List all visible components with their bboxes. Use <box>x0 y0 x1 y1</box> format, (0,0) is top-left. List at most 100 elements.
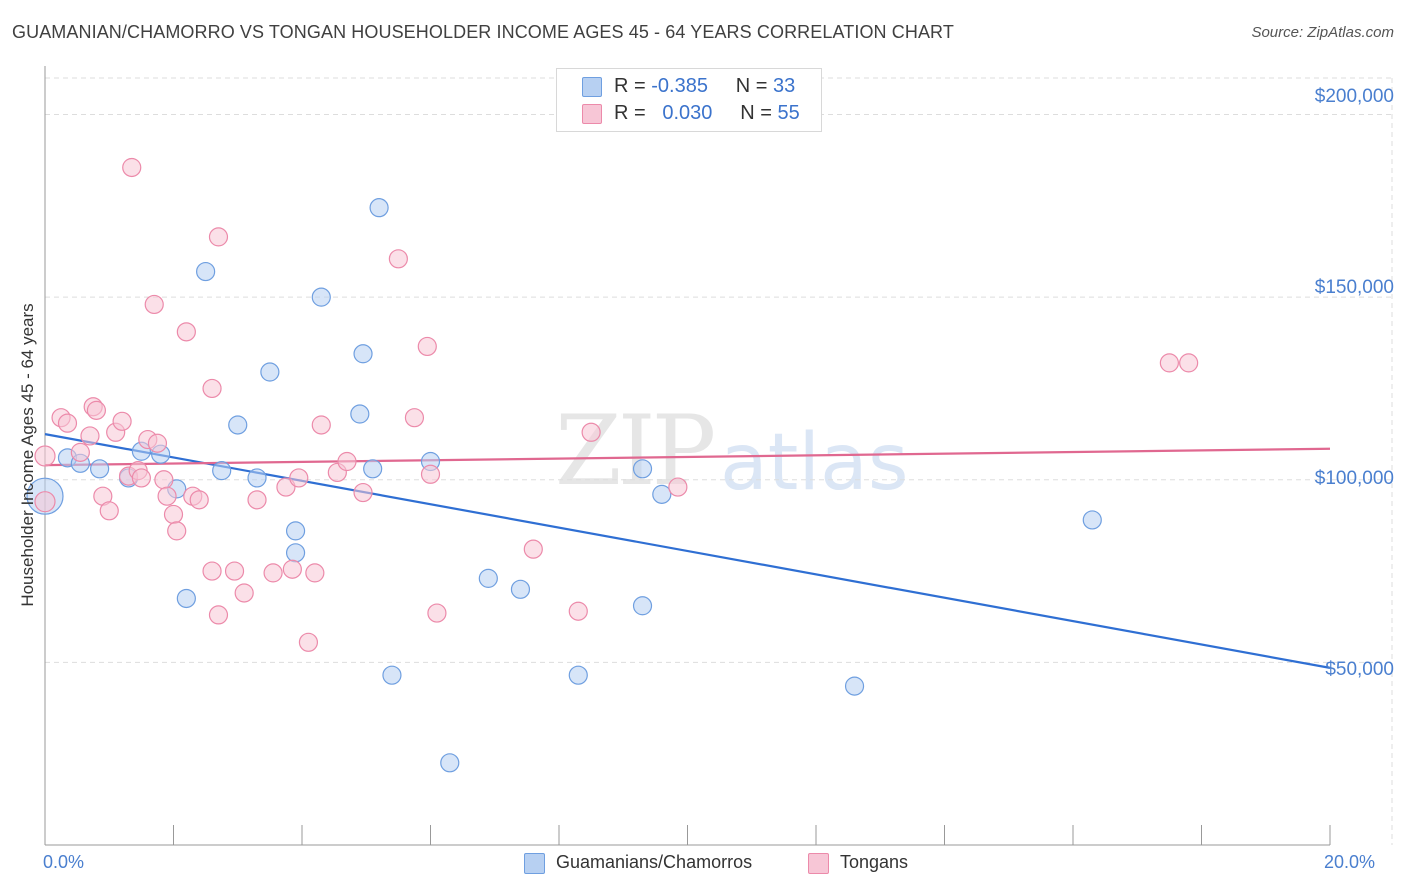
data-point <box>167 521 187 541</box>
data-point <box>311 415 331 435</box>
data-point <box>80 426 100 446</box>
legend-label: Guamanians/Chamorros <box>556 852 753 872</box>
pink-swatch-icon <box>582 104 602 124</box>
data-point <box>228 415 248 435</box>
n-value: 33 <box>773 75 796 97</box>
data-point <box>305 563 325 583</box>
data-point <box>285 521 306 541</box>
data-point <box>34 445 56 467</box>
data-point <box>208 605 229 625</box>
data-point <box>417 336 437 357</box>
data-point <box>99 501 119 521</box>
watermark-atlas: atlas <box>720 418 909 508</box>
data-points <box>26 157 1199 773</box>
chart-title: GUAMANIAN/CHAMORRO VS TONGAN HOUSEHOLDER… <box>12 22 954 42</box>
data-point <box>353 482 373 503</box>
x-tick-label: 20.0% <box>1324 852 1376 872</box>
r-label: R = <box>614 102 646 124</box>
data-point <box>212 461 232 481</box>
trend-lines <box>44 433 1331 669</box>
data-point <box>86 400 107 420</box>
data-point <box>382 665 402 685</box>
data-point <box>568 665 588 685</box>
data-point <box>353 344 373 364</box>
data-point <box>196 261 216 282</box>
n-label: N = <box>740 102 772 124</box>
blue-swatch-icon <box>582 77 602 97</box>
data-point <box>844 676 865 696</box>
data-point <box>163 504 184 525</box>
data-point <box>350 404 370 424</box>
blue-swatch-icon <box>524 853 545 874</box>
watermark-zip: ZIP <box>555 395 716 507</box>
data-point <box>510 579 531 599</box>
data-point <box>427 603 447 623</box>
data-point <box>668 477 688 497</box>
legend-row-guamanian: R = -0.385 N = 33 <box>557 74 821 100</box>
data-point <box>632 596 653 616</box>
data-point <box>234 583 254 603</box>
data-point <box>263 563 283 583</box>
data-point <box>404 408 425 428</box>
data-point <box>298 632 319 652</box>
data-point <box>57 413 78 433</box>
data-point <box>568 601 588 621</box>
data-point <box>1179 353 1199 373</box>
data-point <box>289 468 309 488</box>
y-axis-label: Householder Income Ages 45 - 64 years <box>18 303 37 607</box>
data-point <box>202 378 222 399</box>
y-tick-label: $150,000 <box>1314 277 1394 298</box>
data-point <box>34 491 56 513</box>
data-point <box>581 422 601 442</box>
data-point <box>202 561 222 581</box>
data-point <box>285 543 306 563</box>
data-point <box>388 249 408 269</box>
data-point <box>189 490 209 510</box>
data-point <box>1159 353 1179 373</box>
data-point <box>176 322 196 342</box>
legend-label: Tongans <box>840 852 909 872</box>
data-point <box>131 468 151 488</box>
data-point <box>247 490 267 510</box>
data-point <box>90 459 110 479</box>
data-point <box>420 464 441 484</box>
r-value: -0.385 <box>651 75 708 97</box>
data-point <box>176 588 196 609</box>
data-point <box>224 561 245 581</box>
correlation-legend: R = -0.385 N = 33 R = 0.030 N = 55 <box>556 68 822 132</box>
gridlines <box>45 77 1393 845</box>
data-point <box>632 459 653 479</box>
data-point <box>147 433 168 453</box>
data-point <box>523 539 543 559</box>
data-point <box>440 753 460 773</box>
data-point <box>260 362 280 382</box>
data-point <box>652 484 672 504</box>
r-value: 0.030 <box>662 102 713 124</box>
y-tick-label: $50,000 <box>1325 659 1394 680</box>
data-point <box>208 227 229 247</box>
trend-line <box>44 433 1331 669</box>
legend-row-tongan: R = 0.030 N = 55 <box>557 101 821 127</box>
n-label: N = <box>735 75 768 97</box>
data-point <box>157 486 177 506</box>
data-point <box>247 468 267 488</box>
data-point <box>154 470 174 490</box>
y-tick-label: $100,000 <box>1314 468 1394 489</box>
data-point <box>311 287 331 307</box>
trend-line <box>44 447 1331 467</box>
data-point <box>112 411 132 431</box>
y-tick-label: $200,000 <box>1314 86 1394 107</box>
data-point <box>282 559 302 579</box>
pink-swatch-icon <box>808 853 829 874</box>
data-point <box>363 459 383 479</box>
data-point <box>337 451 357 472</box>
data-point <box>369 198 389 218</box>
data-point <box>122 157 142 178</box>
r-label: R = <box>614 75 646 97</box>
source-label: Source: ZipAtlas.com <box>1251 24 1394 41</box>
data-point <box>144 294 164 315</box>
axes <box>44 66 1331 846</box>
data-point <box>1082 510 1102 530</box>
data-point <box>478 568 498 588</box>
